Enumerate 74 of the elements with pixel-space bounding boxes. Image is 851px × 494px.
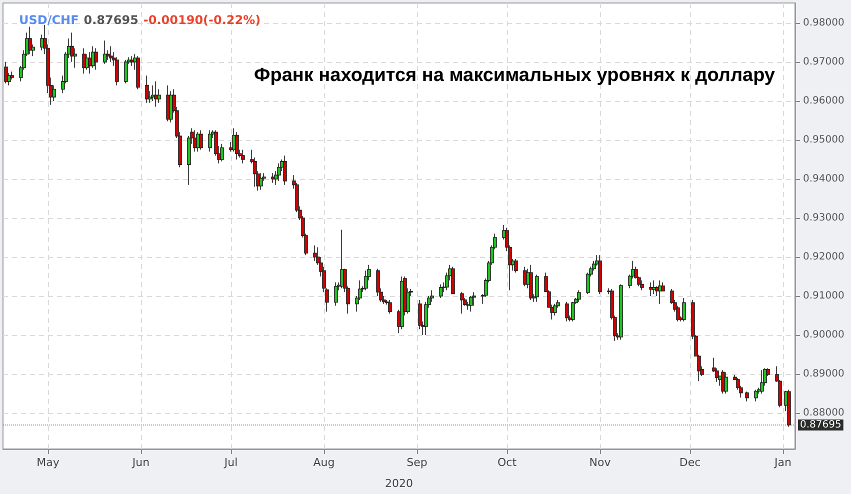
x-tick-label: Aug: [313, 456, 335, 469]
x-tick-label: Jan: [774, 456, 792, 469]
candlestick: [514, 258, 518, 274]
candlestick: [220, 143, 224, 162]
candlestick: [235, 132, 239, 160]
candlestick: [577, 290, 581, 302]
candlestick: [760, 370, 764, 394]
y-tick-label: 0.93000: [803, 212, 844, 224]
candlestick: [277, 162, 281, 182]
x-tick-label: Jun: [131, 456, 150, 469]
y-tick-label: 0.92000: [803, 252, 844, 263]
candlestick: [535, 274, 539, 302]
y-tick-label: 0.90000: [803, 330, 844, 341]
candlestick: [469, 296, 473, 312]
y-tick-label: 0.88000: [803, 408, 844, 419]
y-tick-label: 0.96000: [803, 95, 844, 106]
ref-line-label: 0.87695: [800, 420, 842, 431]
candlestick: [598, 254, 602, 294]
x-tick-label: Sep: [406, 456, 428, 469]
candlestick: [145, 75, 149, 104]
candlestick: [724, 372, 728, 394]
candlestick: [4, 62, 8, 84]
x-tick-label: May: [36, 456, 60, 469]
candlestick: [553, 303, 557, 316]
annotation: Франк находится на максимальных уровнях к доллару: [254, 65, 776, 86]
candlestick: [154, 81, 158, 108]
y-tick-label: 0.91000: [803, 290, 844, 302]
candlestick: [640, 280, 644, 291]
y-tick-label: 0.97000: [803, 56, 844, 68]
candlestick: [82, 48, 86, 74]
candlestick: [439, 284, 443, 298]
candlestick: [745, 391, 749, 402]
y-tick-label: 0.89000: [803, 368, 844, 380]
candlestick: [658, 280, 662, 304]
candlestick: [130, 56, 134, 66]
y-tick-label: 0.98000: [803, 17, 844, 28]
candlestick: [649, 282, 653, 296]
candlestick: [271, 172, 275, 184]
candlestick: [721, 370, 725, 394]
candlestick: [199, 130, 203, 150]
candlestick: [259, 172, 263, 190]
candlestick: [451, 266, 455, 294]
candlestick: [460, 292, 464, 314]
candlestick: [754, 389, 758, 402]
candlestick: [529, 264, 533, 300]
candlestick: [334, 282, 338, 306]
candlestick: [388, 300, 392, 314]
candlestick: [109, 46, 113, 62]
y-tick-label: 0.94000: [803, 173, 844, 184]
candlestick: [241, 149, 245, 164]
candlestick: [193, 130, 197, 152]
candlestick: [208, 130, 212, 152]
candlestick: [94, 48, 98, 70]
x-tick-label: Oct: [497, 456, 518, 469]
candlestick: [283, 155, 287, 186]
candlestick: [136, 56, 140, 90]
x-tick-label: Dec: [679, 456, 701, 469]
candlestick: [565, 301, 569, 322]
text: USD/CHF 0.87695 -0.00190(-0.22%): [19, 13, 261, 27]
x-axis-title: 2020: [385, 477, 413, 490]
candlestick: [313, 244, 317, 262]
candlestick: [682, 298, 686, 322]
candlestick: [400, 276, 404, 330]
candlestick: [124, 60, 128, 84]
x-tick-label: Nov: [589, 456, 612, 469]
candlestick: [619, 284, 623, 340]
x-tick-label: Jul: [223, 456, 238, 469]
candlestick: [652, 280, 656, 294]
y-tick-label: 0.95000: [803, 134, 844, 146]
candlestick: [340, 229, 344, 289]
candlestick: [787, 389, 791, 428]
candlestick: [103, 40, 107, 64]
candlestick: [571, 301, 575, 322]
candlestick: [28, 26, 32, 55]
